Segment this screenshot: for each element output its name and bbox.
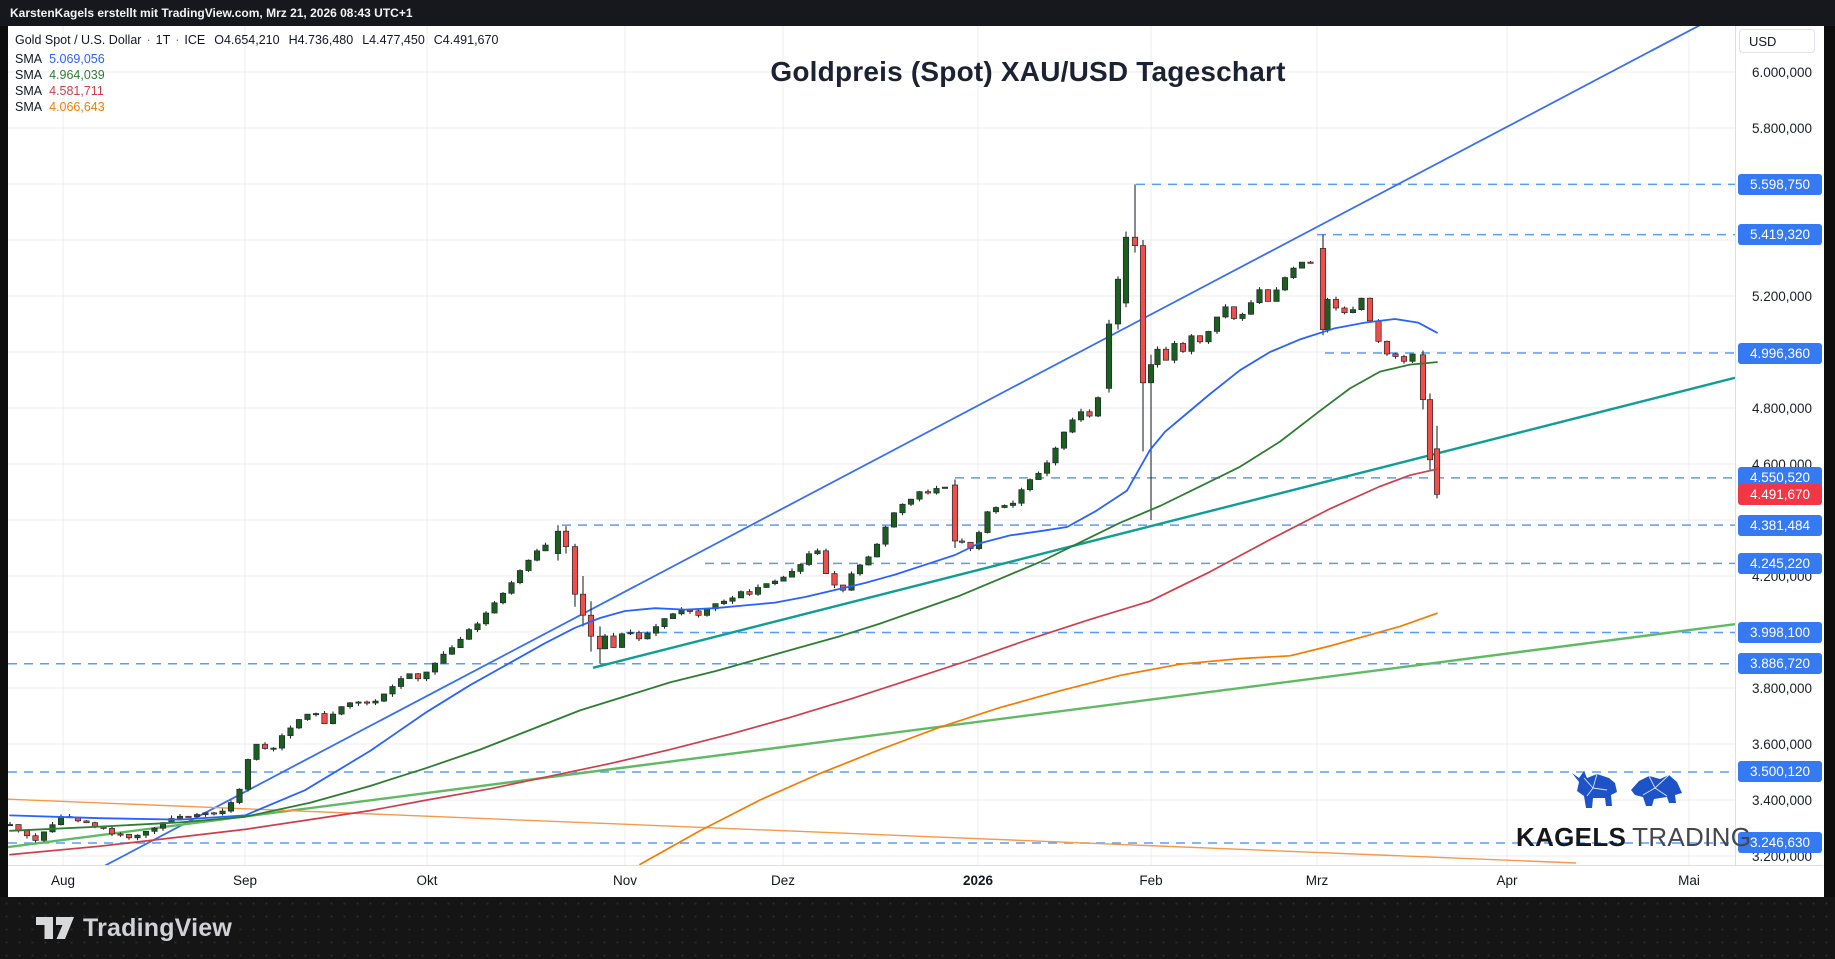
sma-value: 4.066,643 bbox=[49, 100, 105, 114]
sma-value: 4.964,039 bbox=[49, 68, 105, 82]
kagels-logo-text-secondary: TRADING bbox=[1632, 822, 1752, 852]
level-price-badge: 3.998,100 bbox=[1738, 622, 1822, 644]
legend-symbol-row[interactable]: Gold Spot / U.S. Dollar · 1T · ICE O4.654,210… bbox=[15, 32, 498, 48]
legend-sma-row: SMA 5.069,056 bbox=[15, 51, 498, 67]
sma-label: SMA bbox=[15, 68, 43, 82]
price-axis-label: 3.600,000 bbox=[1751, 736, 1812, 752]
sma-label: SMA bbox=[15, 100, 43, 114]
price-axis-label: 5.800,000 bbox=[1751, 120, 1812, 136]
level-price-badge: 3.500,120 bbox=[1738, 761, 1822, 783]
separator: · bbox=[146, 33, 151, 47]
kagels-trading-logo: KAGELS TRADING bbox=[1516, 770, 1751, 853]
close-value: C4.491,670 bbox=[433, 33, 499, 47]
price-axis-label: 6.000,000 bbox=[1751, 64, 1812, 80]
tradingview-logo-icon bbox=[36, 917, 74, 939]
price-axis-label: 4.800,000 bbox=[1751, 400, 1812, 416]
price-chart-canvas[interactable] bbox=[8, 26, 1823, 897]
open-value: O4.654,210 bbox=[214, 33, 280, 47]
time-axis-label: Dez bbox=[770, 873, 795, 888]
legend-sma-row: SMA 4.581,711 bbox=[15, 83, 498, 99]
interval-label: 1T bbox=[155, 33, 171, 47]
attribution-bar: KarstenKagels erstellt mit TradingView.c… bbox=[0, 0, 1835, 26]
chart-panel: Goldpreis (Spot) XAU/USD Tageschart Gold… bbox=[8, 26, 1824, 898]
separator: · bbox=[175, 33, 180, 47]
time-axis-label: Apr bbox=[1496, 873, 1518, 888]
time-axis-label: Aug bbox=[50, 873, 76, 888]
attribution-text: KarstenKagels erstellt mit TradingView.c… bbox=[10, 6, 413, 20]
time-axis-label: 2026 bbox=[962, 873, 994, 888]
time-axis-label: Sep bbox=[232, 873, 258, 888]
currency-chip[interactable]: USD bbox=[1739, 29, 1815, 53]
symbol-name: Gold Spot / U.S. Dollar bbox=[15, 33, 142, 47]
legend-sma-rows: SMA 5.069,056 SMA 4.964,039 SMA 4.581,711 SMA 4… bbox=[15, 51, 498, 115]
level-price-badge: 4.381,484 bbox=[1738, 514, 1822, 536]
sma-value: 4.581,711 bbox=[49, 84, 104, 98]
time-axis-label: Feb bbox=[1139, 873, 1163, 888]
time-axis-label: Mai bbox=[1678, 873, 1700, 888]
price-axis-label: 5.200,000 bbox=[1751, 288, 1812, 304]
last-price-badge: 4.491,670 bbox=[1738, 483, 1822, 505]
tradingview-footer: TradingView bbox=[0, 897, 1835, 959]
price-axis-label: 3.400,000 bbox=[1751, 792, 1812, 808]
legend-sma-row: SMA 4.964,039 bbox=[15, 67, 498, 83]
tradingview-logo-text: TradingView bbox=[83, 913, 233, 942]
level-price-badge: 4.996,360 bbox=[1738, 342, 1822, 364]
chart-legend[interactable]: Gold Spot / U.S. Dollar · 1T · ICE O4.654,210… bbox=[15, 32, 498, 115]
price-axis-label: 3.800,000 bbox=[1751, 680, 1812, 696]
time-axis-label: Mrz bbox=[1305, 873, 1329, 888]
time-axis[interactable]: Aug Sep Okt Nov Dez 2026 Feb Mrz Apr Mai bbox=[8, 865, 1823, 898]
tradingview-logo[interactable]: TradingView bbox=[36, 913, 232, 943]
level-price-badge: 5.419,320 bbox=[1738, 224, 1822, 246]
legend-sma-row: SMA 4.066,643 bbox=[15, 99, 498, 115]
level-price-badge: 3.886,720 bbox=[1738, 653, 1822, 675]
time-axis-label: Okt bbox=[416, 873, 438, 888]
level-price-badge: 4.550,520 bbox=[1738, 467, 1822, 489]
level-price-badge: 4.245,220 bbox=[1738, 552, 1822, 574]
sma-label: SMA bbox=[15, 84, 43, 98]
time-axis-label: Nov bbox=[612, 873, 637, 888]
chart-title-watermark: Goldpreis (Spot) XAU/USD Tageschart bbox=[770, 56, 1286, 87]
high-value: H4.736,480 bbox=[288, 33, 354, 47]
low-value: L4.477,450 bbox=[362, 33, 425, 47]
sma-value: 5.069,056 bbox=[49, 52, 105, 66]
sma-label: SMA bbox=[15, 52, 43, 66]
price-axis[interactable]: USD 6.000,000 5.800,000 5.200,000 4.800,000… bbox=[1735, 26, 1824, 897]
level-price-badge: 5.598,750 bbox=[1738, 173, 1822, 195]
exchange-label: ICE bbox=[184, 33, 206, 47]
bull-bear-icon bbox=[1571, 771, 1682, 808]
level-price-badge: 3.246,630 bbox=[1738, 832, 1822, 854]
kagels-logo-text-primary: KAGELS bbox=[1516, 822, 1627, 852]
